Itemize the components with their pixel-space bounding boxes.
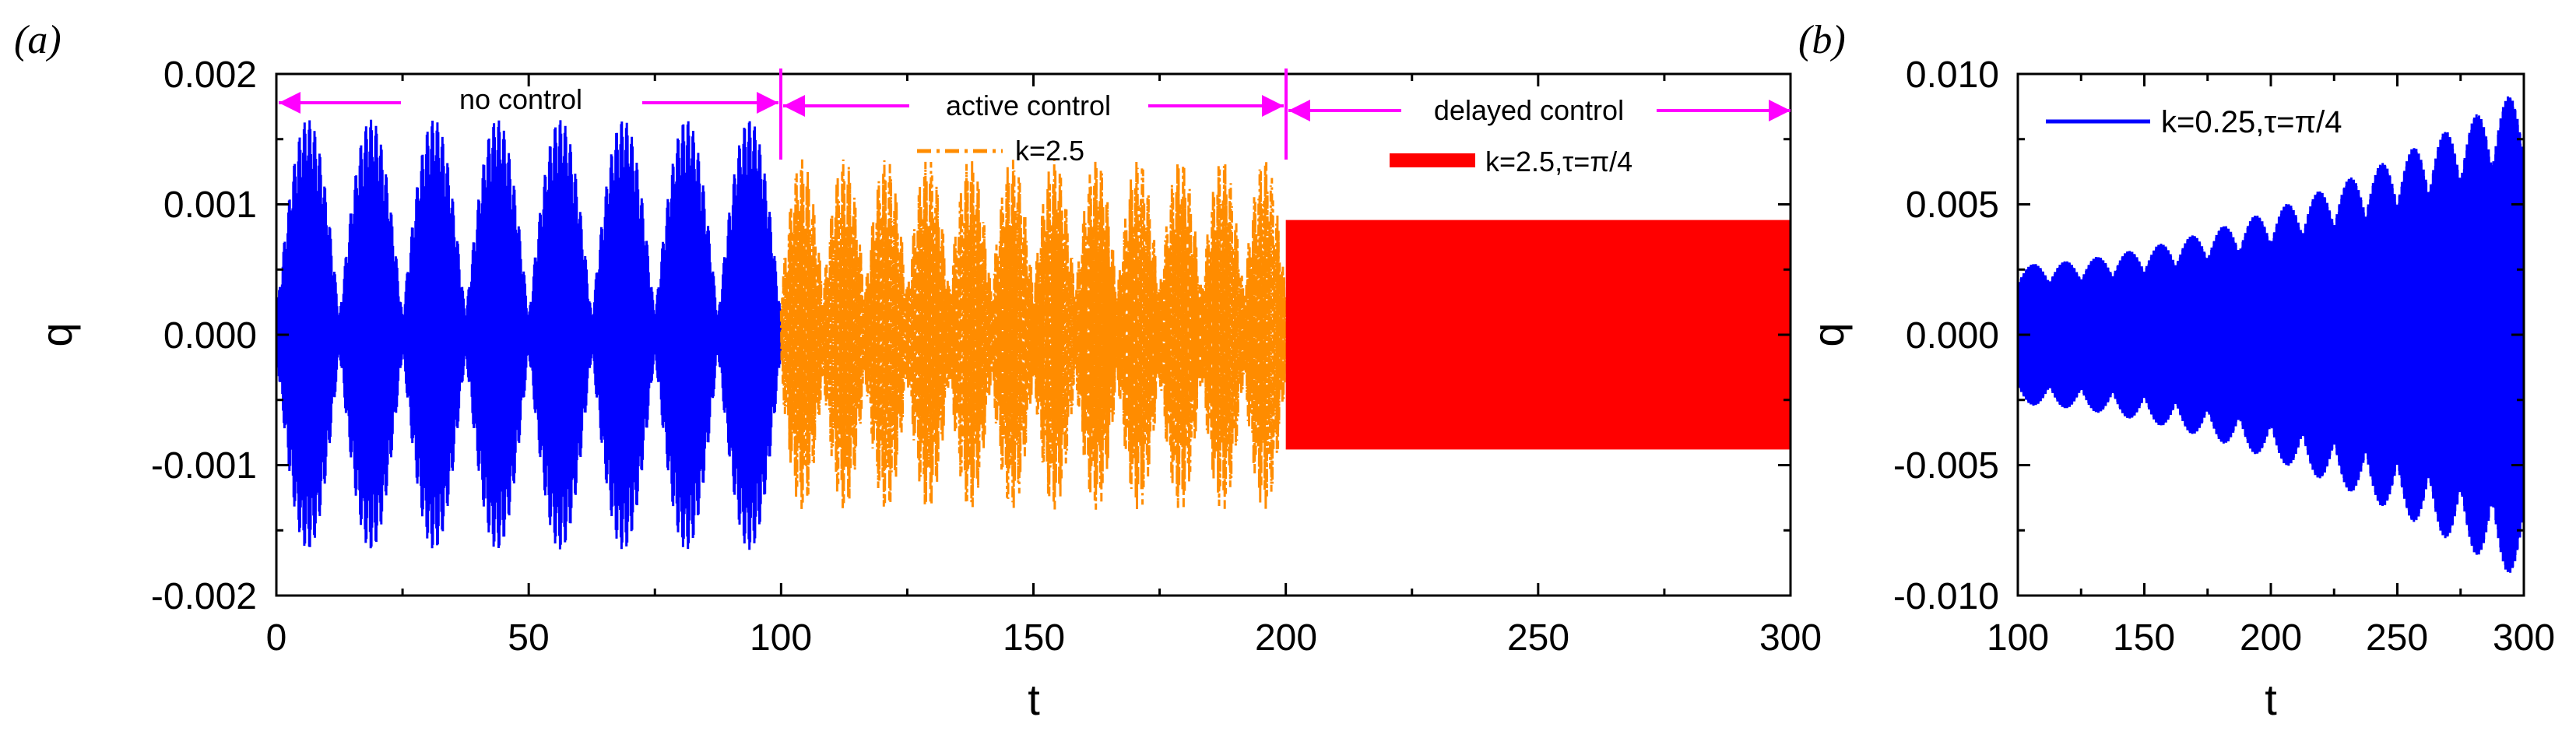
panel-b-x-tick-label: 200 xyxy=(2240,617,2302,659)
panel-b-y-axis-title: q xyxy=(1804,322,1853,346)
panel-b-x-tick-label: 250 xyxy=(2366,617,2428,659)
panel-a-y-tick-label: -0.002 xyxy=(151,576,257,617)
panel-label-b: (b) xyxy=(1798,18,1846,62)
panel-b-y-tick-label: -0.010 xyxy=(1893,576,1999,617)
panel-b-data-area xyxy=(2016,96,2525,573)
panel-a: (a) 0.002 0.001 0.000 -0.001 -0.002 0 50… xyxy=(14,18,1822,724)
panel-b-y-tick-label: -0.005 xyxy=(1893,445,1999,487)
panel-b-ticks xyxy=(2016,72,2525,597)
panel-b-y-tick-label: 0.010 xyxy=(1906,54,1999,96)
panel-b: (b) 0.010 0.005 0.000 -0.005 -0.010 100 … xyxy=(1798,18,2555,724)
panel-a-x-tick-label: 150 xyxy=(1003,617,1065,659)
panel-b-x-tick-label: 300 xyxy=(2493,617,2555,659)
panel-label-a: (a) xyxy=(14,18,62,62)
panel-a-x-axis-title: t xyxy=(1028,675,1040,724)
legend-label-delayed: k=2.5,τ=π/4 xyxy=(1485,146,1632,177)
panel-a-x-tick-label: 200 xyxy=(1255,617,1317,659)
panel-a-y-axis-title: q xyxy=(32,322,81,346)
panel-a-x-tick-label: 250 xyxy=(1507,617,1569,659)
series-active-control xyxy=(779,159,1288,511)
panel-a-y-tick-label: -0.001 xyxy=(151,445,257,487)
panel-b-y-tick-label: 0.005 xyxy=(1906,185,1999,226)
panel-a-x-tick-label: 50 xyxy=(508,617,549,659)
legend-label-active: k=2.5 xyxy=(1015,135,1084,167)
panel-b-y-tick-label: 0.000 xyxy=(1906,315,1999,357)
panel-a-y-tick-label: 0.001 xyxy=(163,185,257,226)
series-delayed-control xyxy=(1285,220,1791,450)
annotation-delayed-control: delayed control xyxy=(1434,94,1624,126)
series-no-control xyxy=(275,119,782,550)
panel-a-data-area xyxy=(275,119,1791,550)
panel-a-y-tick-label: 0.002 xyxy=(163,54,257,96)
panel-a-x-tick-label: 100 xyxy=(750,617,812,659)
panel-a-y-tick-label: 0.000 xyxy=(163,315,257,357)
panel-a-x-tick-label: 300 xyxy=(1759,617,1822,659)
annotation-active-control: active control xyxy=(946,90,1111,121)
panel-b-x-tick-label: 100 xyxy=(1987,617,2049,659)
series-panel-b xyxy=(2016,96,2525,573)
annotation-no-control: no control xyxy=(459,83,582,115)
panel-b-legend-label: k=0.25,τ=π/4 xyxy=(2161,105,2342,139)
panel-a-x-tick-label: 0 xyxy=(266,617,287,659)
panel-b-x-tick-label: 150 xyxy=(2113,617,2175,659)
panel-b-x-axis-title: t xyxy=(2265,675,2277,724)
